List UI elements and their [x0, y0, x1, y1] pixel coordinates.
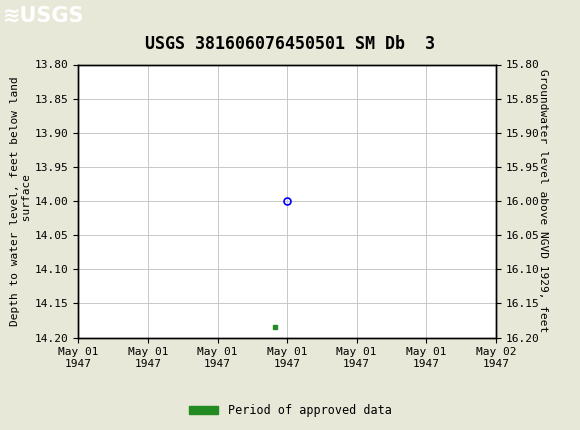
Legend: Period of approved data: Period of approved data	[184, 399, 396, 422]
Y-axis label: Depth to water level, feet below land
 surface: Depth to water level, feet below land su…	[10, 76, 32, 326]
Text: USGS 381606076450501 SM Db  3: USGS 381606076450501 SM Db 3	[145, 35, 435, 53]
Y-axis label: Groundwater level above NGVD 1929, feet: Groundwater level above NGVD 1929, feet	[538, 69, 548, 333]
Text: ≋USGS: ≋USGS	[3, 6, 85, 26]
